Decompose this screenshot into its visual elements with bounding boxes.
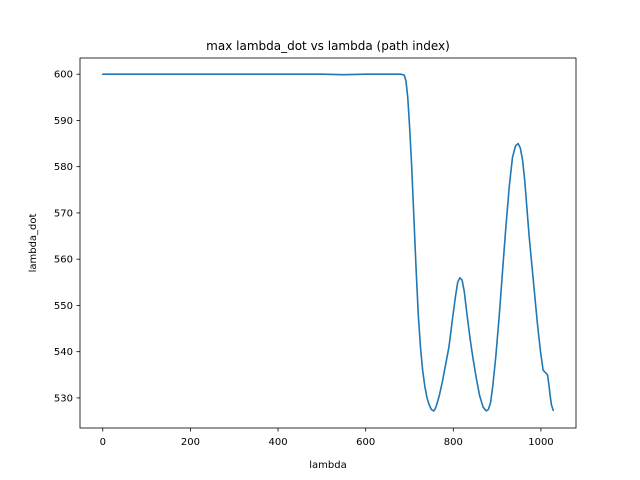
x-tick-label: 1000 (528, 437, 553, 448)
plot-area (101, 73, 555, 412)
chart-title: max lambda_dot vs lambda (path index) (206, 39, 450, 53)
x-tick-label: 400 (269, 437, 288, 448)
x-tick-label: 200 (181, 437, 200, 448)
plot-frame (79, 57, 577, 429)
y-tick-label: 560 (54, 255, 73, 266)
y-tick-label: 600 (54, 70, 73, 81)
x-tick-label: 600 (356, 437, 375, 448)
x-axis: 0 200 400 600 800 1000 (100, 428, 554, 448)
y-tick-label: 540 (54, 347, 73, 358)
x-axis-label: lambda (309, 460, 346, 471)
x-tick-label: 800 (444, 437, 463, 448)
x-tick-label: 0 (100, 437, 106, 448)
y-tick-label: 550 (54, 301, 73, 312)
y-tick-label: 570 (54, 208, 73, 219)
y-tick-label: 530 (54, 393, 73, 404)
y-axis: 530 540 550 560 570 580 590 600 (54, 70, 80, 404)
y-tick-label: 590 (54, 116, 73, 127)
y-tick-label: 580 (54, 162, 73, 173)
y-axis-label: lambda_dot (28, 213, 39, 272)
series-line-lambda-dot (101, 73, 555, 412)
